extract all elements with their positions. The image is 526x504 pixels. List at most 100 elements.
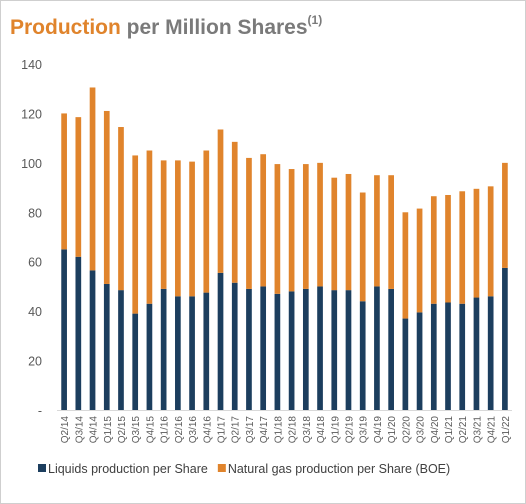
legend-label-natural-gas: Natural gas production per Share (BOE) [228, 462, 450, 476]
bar-natural-gas [487, 186, 494, 297]
bar-natural-gas [302, 164, 309, 289]
y-tick-label: 40 [28, 305, 42, 319]
x-tick-label: Q2/19 [344, 416, 355, 444]
bar-liquids [402, 318, 409, 410]
x-tick-label: Q2/16 [174, 416, 185, 444]
bar-liquids [302, 288, 309, 410]
bar-natural-gas [203, 150, 210, 293]
bar-natural-gas [374, 175, 380, 287]
x-tick-label: Q4/20 [430, 416, 441, 444]
bar-natural-gas [231, 141, 238, 283]
bar-liquids [288, 291, 295, 410]
bar-liquids [89, 270, 96, 410]
bar-natural-gas [359, 192, 366, 302]
x-tick-label: Q2/15 [117, 416, 128, 444]
bar-natural-gas [402, 212, 409, 319]
x-tick-label: Q3/14 [74, 416, 85, 444]
bar-liquids [317, 286, 323, 410]
y-tick-label: - [38, 404, 42, 418]
bar-liquids [345, 290, 352, 410]
bar-liquids [359, 301, 366, 410]
bar-natural-gas [146, 150, 153, 304]
bar-liquids [388, 288, 394, 410]
x-tick-label: Q1/22 [501, 416, 512, 444]
bar-liquids [260, 286, 267, 410]
bar-natural-gas [445, 194, 451, 303]
y-tick-label: 80 [28, 206, 42, 220]
y-tick-label: 20 [28, 355, 42, 369]
x-tick-label: Q3/15 [131, 416, 142, 444]
x-tick-label: Q1/18 [273, 416, 284, 444]
bar-natural-gas [459, 191, 466, 304]
bar-natural-gas [175, 160, 181, 297]
bar-natural-gas [430, 196, 437, 304]
bar-natural-gas [75, 117, 82, 257]
legend-swatch-liquids [38, 464, 46, 472]
bar-natural-gas [61, 113, 67, 250]
bar-natural-gas [189, 161, 195, 297]
x-tick-label: Q3/16 [188, 416, 199, 444]
bar-liquids [75, 256, 82, 410]
legend-swatch-natural-gas [217, 464, 226, 472]
chart-title-footnote: (1) [307, 13, 323, 27]
x-tick-label: Q4/17 [259, 416, 270, 444]
bar-natural-gas [89, 87, 96, 271]
bar-liquids [274, 293, 281, 410]
x-tick-label: Q4/18 [316, 416, 327, 444]
bar-natural-gas [288, 169, 295, 292]
legend: Liquids production per Share Natural gas … [38, 462, 450, 476]
bar-liquids [118, 290, 124, 410]
x-tick-label: Q1/16 [160, 416, 171, 444]
chart-title-accent: Production [10, 16, 121, 39]
bar-liquids [487, 296, 494, 410]
bar-liquids [203, 292, 210, 410]
bar-liquids [231, 282, 238, 410]
x-tick-label: Q2/17 [231, 416, 242, 444]
y-tick-label: 140 [21, 58, 42, 72]
bar-natural-gas [416, 208, 423, 313]
y-axis: - 20 40 60 80 100 120 140 [21, 58, 42, 418]
bar-natural-gas [317, 162, 323, 287]
chart-title-rest: per Million Shares [120, 16, 308, 39]
x-tick-label: Q4/14 [89, 416, 100, 444]
x-tick-label: Q1/15 [103, 416, 114, 444]
bar-liquids [331, 290, 338, 410]
bar-natural-gas [473, 188, 480, 298]
bar-natural-gas [274, 164, 281, 294]
x-tick-label: Q2/14 [60, 416, 71, 444]
x-tick-label: Q1/17 [217, 416, 228, 444]
bar-liquids [374, 286, 380, 410]
bar-liquids [217, 272, 224, 410]
x-axis: Q2/14 Q3/14 Q4/14 Q1/15 Q2/15 Q3/15 Q4/15 Q1/16… [57, 410, 512, 444]
x-tick-label: Q3/17 [245, 416, 256, 444]
y-tick-label: 100 [21, 157, 42, 171]
legend-label-liquids: Liquids production per Share [48, 462, 208, 476]
x-tick-label: Q2/18 [288, 416, 299, 444]
bar-natural-gas [132, 155, 139, 314]
bar-liquids [160, 288, 167, 410]
x-tick-label: Q4/15 [145, 416, 156, 444]
bar-natural-gas [345, 173, 352, 291]
bar-liquids [246, 288, 252, 410]
x-tick-label: Q3/19 [359, 416, 370, 444]
x-tick-label: Q3/20 [416, 416, 427, 444]
bars-group [61, 87, 508, 410]
bar-natural-gas [103, 110, 110, 284]
bar-natural-gas [246, 157, 252, 289]
y-tick-label: 120 [21, 107, 42, 121]
bar-liquids [473, 297, 480, 410]
bar-natural-gas [502, 162, 508, 268]
x-tick-label: Q1/19 [330, 416, 341, 444]
x-tick-label: Q4/19 [373, 416, 384, 444]
bar-natural-gas [118, 127, 124, 291]
bar-liquids [502, 267, 508, 410]
bar-liquids [459, 303, 466, 410]
bar-natural-gas [331, 177, 338, 291]
bar-liquids [132, 313, 139, 410]
bar-natural-gas [160, 160, 167, 289]
x-tick-label: Q2/21 [458, 416, 469, 444]
bar-liquids [175, 296, 181, 410]
x-tick-label: Q4/16 [202, 416, 213, 444]
bar-liquids [189, 296, 195, 410]
